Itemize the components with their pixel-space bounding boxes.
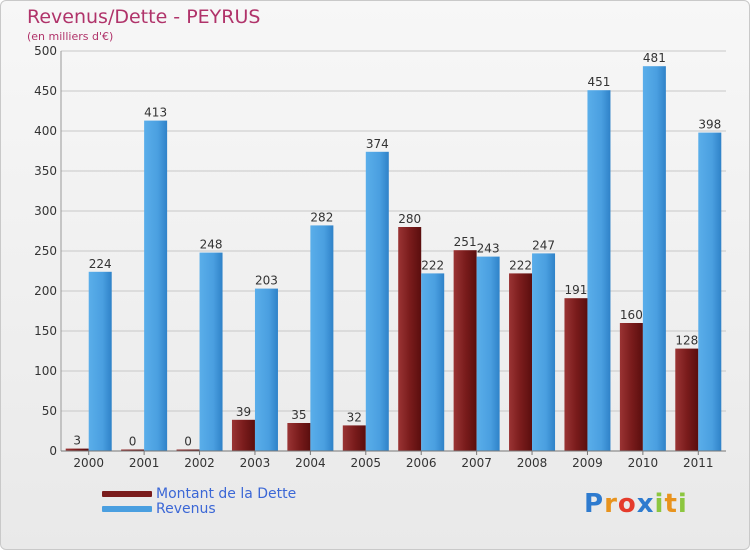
y-tick-label: 100	[34, 364, 57, 378]
data-label-dette-2010: 160	[620, 308, 643, 322]
logo-letter: t	[664, 489, 678, 519]
bar-revenus-2004	[310, 225, 334, 451]
y-tick-label: 0	[49, 444, 57, 458]
data-label-dette-2006: 280	[398, 212, 421, 226]
bar-dette-2001	[121, 449, 145, 451]
data-label-revenus-2002: 248	[200, 238, 223, 252]
y-tick-label: 50	[42, 404, 57, 418]
y-tick-label: 200	[34, 284, 57, 298]
x-tick-label-2003: 2003	[240, 456, 271, 470]
bar-dette-2011	[675, 348, 699, 451]
data-label-revenus-2006: 222	[421, 258, 444, 272]
logo-letter: o	[617, 489, 637, 519]
x-tick-label-2004: 2004	[295, 456, 326, 470]
x-tick-label-2008: 2008	[517, 456, 548, 470]
x-tick-label-2000: 2000	[73, 456, 104, 470]
bar-revenus-2005	[365, 151, 389, 452]
bar-dette-2003	[231, 419, 255, 451]
chart-title: Revenus/Dette - PEYRUS	[27, 6, 261, 28]
data-label-dette-2003: 39	[236, 405, 251, 419]
bar-revenus-2007	[476, 256, 500, 451]
data-label-revenus-2009: 451	[588, 75, 611, 89]
x-tick-label-2006: 2006	[406, 456, 437, 470]
legend-label-revenus: Revenus	[156, 501, 216, 517]
y-tick-label: 150	[34, 324, 57, 338]
data-label-revenus-2010: 481	[643, 51, 666, 65]
data-label-dette-2011: 128	[675, 334, 698, 348]
proxiti-logo: Proxiti	[584, 489, 688, 519]
data-label-dette-2007: 251	[454, 235, 477, 249]
legend-label-dette: Montant de la Dette	[156, 486, 297, 502]
logo-letter: x	[636, 489, 655, 519]
data-label-dette-2004: 35	[291, 408, 306, 422]
chart-subtitle: (en milliers d'€)	[27, 30, 114, 43]
x-tick-label-2005: 2005	[351, 456, 382, 470]
x-tick-label-2009: 2009	[572, 456, 603, 470]
logo-letter: i	[677, 489, 688, 519]
y-tick-label: 400	[34, 124, 57, 138]
data-label-revenus-2005: 374	[366, 137, 389, 151]
bar-dette-2007	[453, 250, 477, 451]
logo-letter: i	[654, 489, 665, 519]
y-tick-label: 450	[34, 84, 57, 98]
data-label-revenus-2004: 282	[310, 210, 333, 224]
legend-swatch-dette	[102, 491, 152, 497]
bar-dette-2005	[342, 425, 366, 451]
y-tick-label: 500	[34, 44, 57, 58]
x-tick-label-2011: 2011	[683, 456, 714, 470]
bar-dette-2004	[287, 423, 311, 451]
bar-dette-2009	[564, 298, 588, 451]
x-tick-label-2001: 2001	[129, 456, 160, 470]
bar-dette-2006	[398, 227, 422, 451]
data-label-revenus-2007: 243	[477, 242, 500, 256]
data-label-revenus-2000: 224	[89, 257, 112, 271]
data-label-dette-2002: 0	[184, 435, 192, 449]
bar-revenus-2009	[587, 90, 611, 451]
y-tick-label: 300	[34, 204, 57, 218]
legend-swatch-revenus	[102, 506, 152, 512]
logo-letter: P	[584, 489, 605, 519]
data-label-revenus-2001: 413	[144, 106, 167, 120]
x-tick-label-2010: 2010	[628, 456, 659, 470]
bar-dette-2008	[509, 273, 533, 451]
bar-revenus-2000	[88, 271, 112, 451]
data-label-revenus-2008: 247	[532, 238, 555, 252]
bar-revenus-2008	[532, 253, 556, 451]
data-label-revenus-2011: 398	[698, 118, 721, 132]
bar-dette-2010	[619, 323, 643, 451]
bar-dette-2002	[176, 449, 200, 451]
bar-revenus-2006	[421, 273, 445, 451]
data-label-dette-2005: 32	[347, 410, 362, 424]
x-tick-label-2007: 2007	[461, 456, 492, 470]
data-label-dette-2000: 3	[73, 434, 81, 448]
bar-dette-2000	[65, 448, 89, 451]
x-tick-label-2002: 2002	[184, 456, 215, 470]
logo-letter: r	[604, 489, 618, 519]
bar-revenus-2003	[254, 288, 278, 451]
bar-revenus-2002	[199, 252, 223, 451]
bar-revenus-2011	[698, 132, 722, 451]
data-label-revenus-2003: 203	[255, 274, 278, 288]
y-tick-label: 350	[34, 164, 57, 178]
bar-revenus-2001	[144, 120, 168, 451]
data-label-dette-2009: 191	[565, 283, 588, 297]
bar-revenus-2010	[642, 66, 666, 451]
data-label-dette-2008: 222	[509, 258, 532, 272]
data-label-dette-2001: 0	[129, 435, 137, 449]
y-tick-label: 250	[34, 244, 57, 258]
